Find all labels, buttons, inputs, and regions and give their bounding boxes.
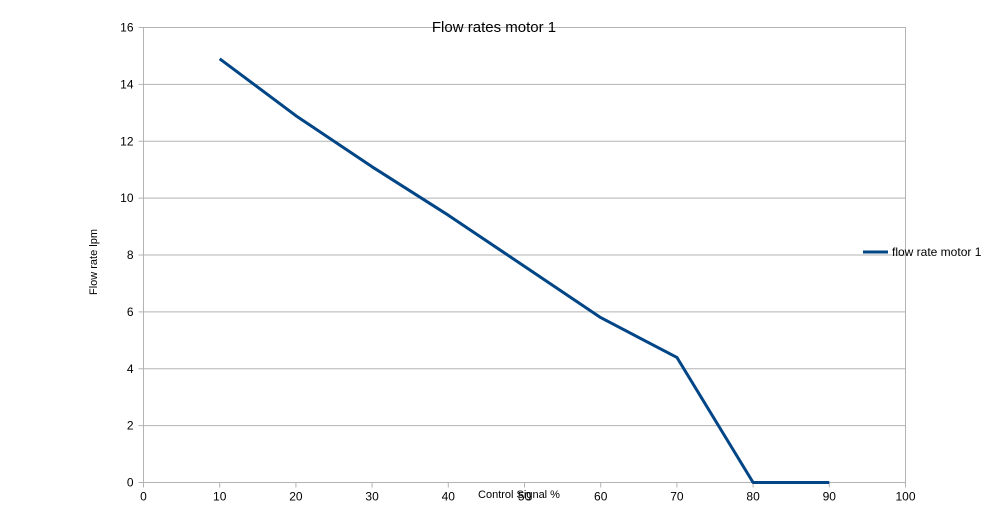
x-tick-label: 70 [670,490,684,504]
y-tick-label: 12 [120,134,134,148]
x-tick-label: 60 [594,490,608,504]
x-tick-label: 30 [365,490,379,504]
x-tick-label: 20 [289,490,303,504]
y-tick-label: 16 [120,21,134,35]
legend-label: flow rate motor 1 [892,245,982,259]
x-axis-title: Control Signal % [478,489,560,501]
y-tick-label: 14 [120,77,134,91]
series-group [218,57,830,484]
grid [143,27,906,483]
x-tick-label: 40 [442,490,456,504]
y-tick-label: 10 [120,191,134,205]
x-tick-label: 0 [140,490,147,504]
legend: flow rate motor 1 [863,245,982,259]
x-tick-label: 80 [746,490,760,504]
y-tick-label: 2 [127,419,134,433]
y-tick-label: 4 [127,362,134,376]
series-line-flow-rate-motor-1 [218,57,830,484]
y-tick-label: 0 [127,476,134,490]
x-axis-ticks: 0 10 20 30 40 50 60 70 80 90 100 [140,482,916,504]
x-tick-label: 90 [823,490,837,504]
y-axis-title: Flow rate lpm [88,229,100,295]
chart-title: Flow rates motor 1 [432,19,556,36]
x-tick-label: 100 [895,490,915,504]
y-tick-label: 8 [127,248,134,262]
x-tick-label: 50 [518,490,532,504]
y-tick-label: 6 [127,305,134,319]
x-tick-label: 10 [213,490,227,504]
y-axis-ticks: 0 2 4 6 8 10 12 14 16 [120,21,144,490]
